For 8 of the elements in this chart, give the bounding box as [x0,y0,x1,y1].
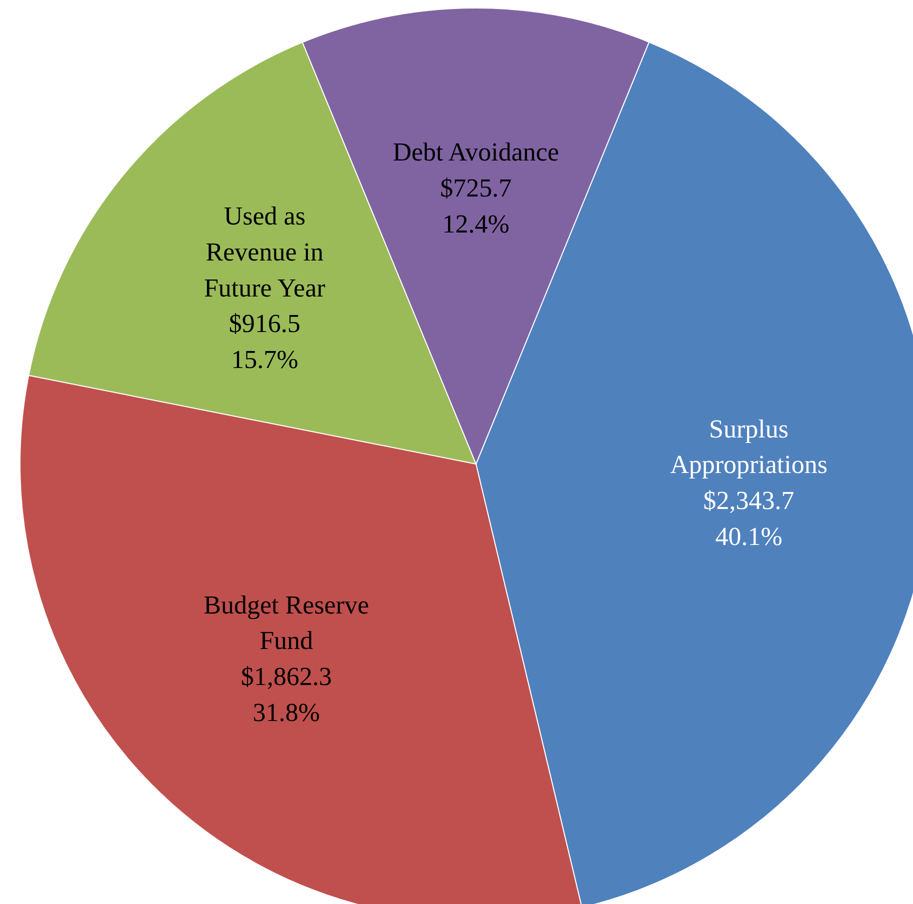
slice-label: Used as Revenue in Future Year [204,201,326,302]
slice-label: Surplus Appropriations [670,414,828,480]
data-label: $2,343.7 40.1% [703,486,794,551]
data-label: $916.5 15.7% [228,309,300,374]
slice-label: Debt Avoidance [392,137,559,166]
data-label: $1,862.3 31.8% [240,662,332,727]
slice-label: Budget Reserve Fund [204,590,369,656]
data-label: $725.7 12.4% [440,173,512,238]
